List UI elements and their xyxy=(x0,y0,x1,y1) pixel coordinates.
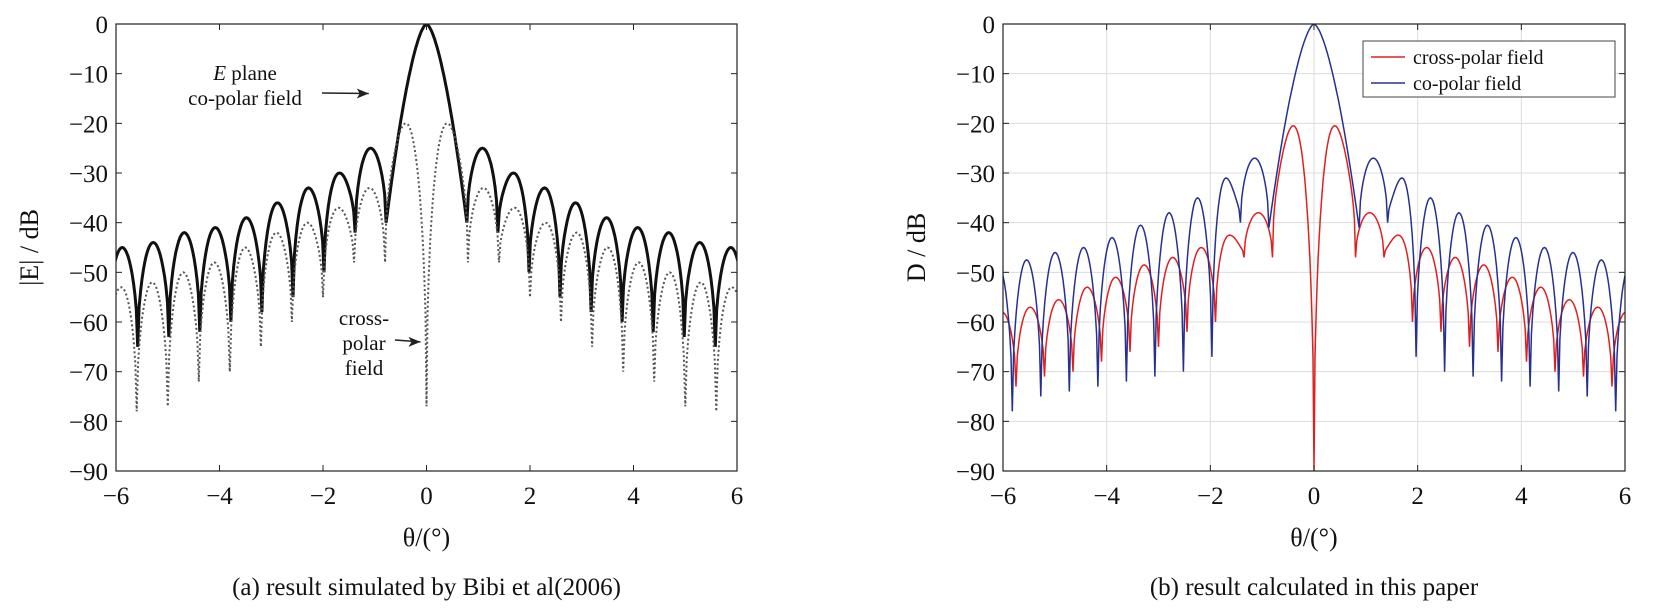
x-tick-label: −6 xyxy=(990,483,1017,510)
legend-entry-label: cross-polar field xyxy=(1413,47,1544,69)
y-tick-label: −80 xyxy=(69,409,108,436)
y-tick-label: −50 xyxy=(69,260,108,287)
legend-entry-label: co-polar field xyxy=(1413,73,1521,95)
annotation-text: field xyxy=(345,356,384,380)
y-tick-label: −10 xyxy=(956,62,995,89)
y-tick-label: −50 xyxy=(956,260,995,287)
ticks-b: −6 −4 −2 0 2 4 60−10−20−30−40−50−60−70−80−90 xyxy=(956,12,1631,510)
y-tick-label: −60 xyxy=(69,310,108,337)
x-tick-label: −4 xyxy=(206,483,233,510)
caption-a: (a) result simulated by Bibi et al(2006) xyxy=(232,574,621,601)
series-line-cross-polar-field xyxy=(1003,125,1625,471)
x-tick-label: −2 xyxy=(1197,483,1224,510)
annotation-text: polar xyxy=(342,331,385,355)
y-tick-label: −30 xyxy=(69,161,108,188)
annotation-arrowhead xyxy=(356,88,369,99)
panel-a: −6 −4 −2 0 2 4 60−10−20−30−40−50−60−70−80−90 |… xyxy=(15,12,743,601)
caption-b: (b) result calculated in this paper xyxy=(1150,574,1479,601)
series-line-0 xyxy=(116,24,737,347)
x-tick-label: 2 xyxy=(524,483,537,510)
y-tick-label: −80 xyxy=(956,409,995,436)
y-tick-label: −10 xyxy=(69,62,108,89)
y-tick-label: −20 xyxy=(69,111,108,138)
y-tick-label: 0 xyxy=(983,12,996,39)
x-tick-label: −4 xyxy=(1093,483,1120,510)
x-tick-label: −6 xyxy=(103,483,130,510)
legend-box xyxy=(1362,40,1616,98)
series-line-1 xyxy=(116,122,737,412)
y-tick-label: −70 xyxy=(956,360,995,387)
y-tick-label: −90 xyxy=(956,459,995,486)
y-axis-label-a: |E| / dB xyxy=(15,209,44,286)
x-axis-label-b: θ/(°) xyxy=(1290,523,1337,552)
x-axis-label-a: θ/(°) xyxy=(403,523,450,552)
y-tick-label: −30 xyxy=(956,161,995,188)
annotation-text: cross- xyxy=(339,306,389,330)
x-tick-label: 6 xyxy=(731,483,744,510)
x-tick-label: 6 xyxy=(1619,483,1632,510)
ticks-a: −6 −4 −2 0 2 4 60−10−20−30−40−50−60−70−80−90 xyxy=(69,12,743,510)
y-tick-label: −60 xyxy=(956,310,995,337)
y-tick-label: −90 xyxy=(69,459,108,486)
y-tick-label: −20 xyxy=(956,111,995,138)
y-tick-label: 0 xyxy=(96,12,109,39)
x-tick-label: −2 xyxy=(310,483,337,510)
annotation-arrowhead xyxy=(408,336,421,347)
y-axis-label-b: D / dB xyxy=(902,213,931,282)
plot-area-b xyxy=(1003,24,1625,471)
x-tick-label: 0 xyxy=(420,483,433,510)
plot-area-a xyxy=(116,24,737,412)
y-tick-label: −40 xyxy=(956,211,995,238)
y-tick-label: −70 xyxy=(69,360,108,387)
x-tick-label: 4 xyxy=(627,483,640,510)
legend: cross-polar field co-polar field xyxy=(1362,40,1616,98)
y-tick-label: −40 xyxy=(69,211,108,238)
series-line-co-polar-field xyxy=(1003,24,1625,412)
annotation-text: E plane xyxy=(212,61,277,85)
x-tick-label: 0 xyxy=(1308,483,1321,510)
panel-b: −6 −4 −2 0 2 4 60−10−20−30−40−50−60−70−80−90 D… xyxy=(902,12,1631,601)
x-tick-label: 2 xyxy=(1411,483,1424,510)
x-tick-label: 4 xyxy=(1515,483,1528,510)
annotation-text: co-polar field xyxy=(188,86,302,110)
